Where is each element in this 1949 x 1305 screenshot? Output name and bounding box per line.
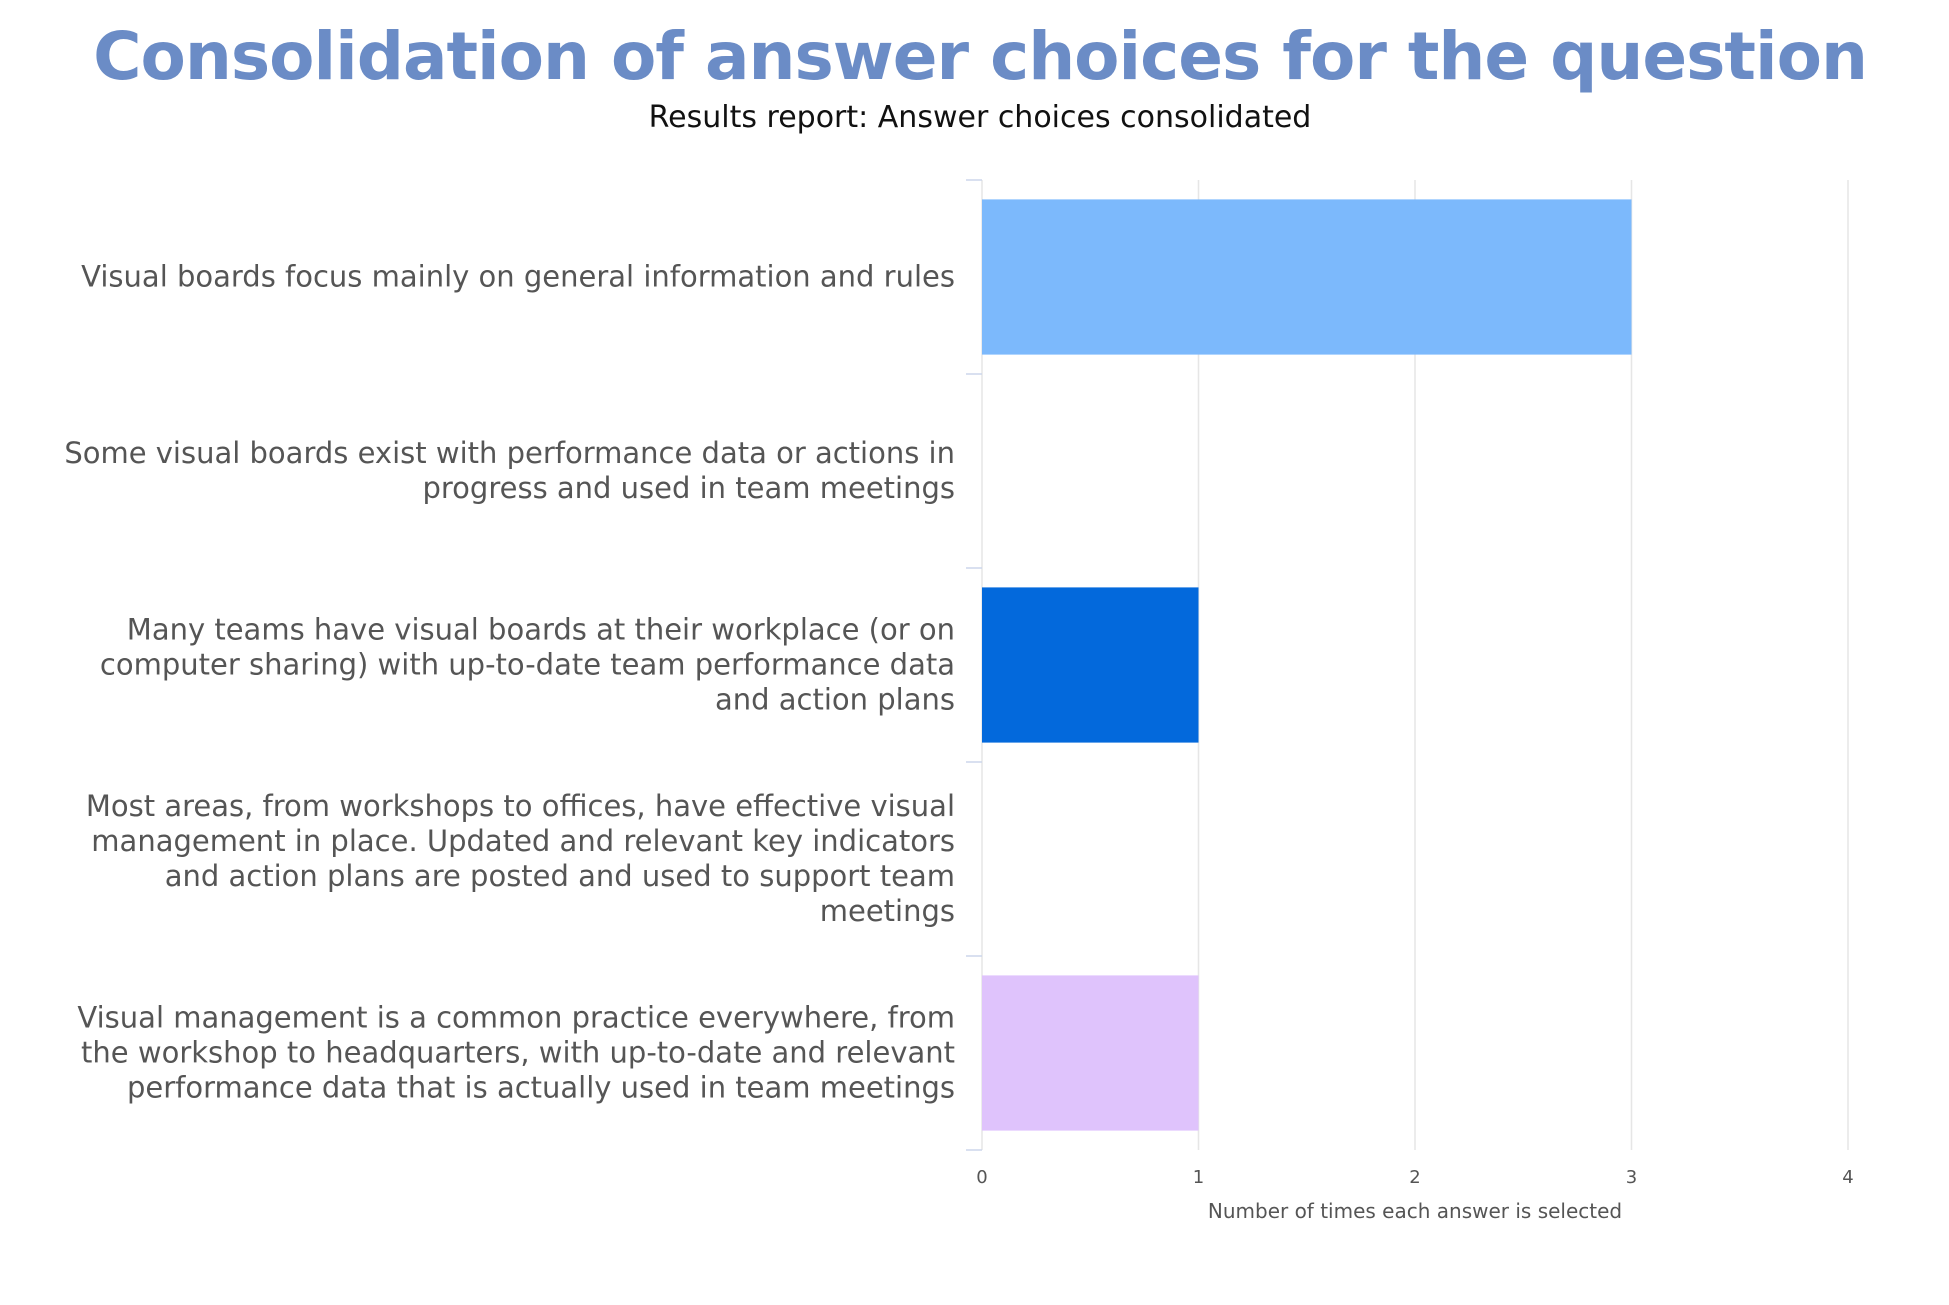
chart-title: Consolidation of answer choices for the … — [93, 18, 1868, 95]
x-tick-label: 2 — [1409, 1167, 1420, 1188]
x-tick-label: 1 — [1193, 1167, 1204, 1188]
x-tick-label: 3 — [1626, 1167, 1637, 1188]
bar[interactable] — [982, 975, 1199, 1131]
bars — [982, 199, 1632, 1131]
x-tick-label: 4 — [1842, 1167, 1853, 1188]
bar[interactable] — [982, 587, 1199, 743]
x-axis-title: Number of times each answer is selected — [1208, 1199, 1622, 1223]
y-axis — [966, 179, 983, 1151]
chart-subtitle: Results report: Answer choices consolida… — [648, 100, 1312, 135]
y-category-label: Visual boards focus mainly on general in… — [81, 259, 955, 294]
x-tick-labels: 0 1 2 3 4 — [976, 1167, 1853, 1188]
y-category-label: Most areas, from workshops to offices, h… — [85, 789, 955, 928]
x-tick-label: 0 — [976, 1167, 987, 1188]
bar[interactable] — [982, 199, 1632, 355]
y-category-label: Some visual boards exist with performanc… — [64, 436, 955, 505]
y-category-label: Visual management is a common practice e… — [77, 1000, 955, 1105]
y-category-label: Many teams have visual boards at their w… — [99, 612, 955, 717]
